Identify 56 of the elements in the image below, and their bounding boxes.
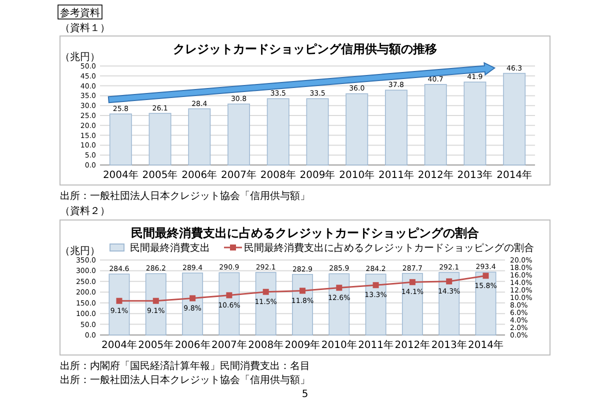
- point: [262, 288, 269, 295]
- x-tick-label: 2005年: [142, 169, 178, 181]
- text: （資料１）: [60, 22, 110, 34]
- legend-label: 民間最終消費支出に占めるクレジットカードショッピングの割合: [244, 242, 534, 254]
- point: [482, 272, 489, 279]
- point: [152, 298, 159, 304]
- text: 出所：内閣府「国民経済計算年報」民間消費支出：名目: [60, 360, 310, 372]
- bar: [266, 98, 290, 166]
- legend-label: 民間最終消費支出: [130, 242, 210, 254]
- x-tick-label: 2004年: [102, 339, 137, 351]
- point: [336, 284, 342, 291]
- x-tick-label: 2007年: [211, 339, 247, 351]
- x-tick-label: 2014年: [496, 169, 532, 181]
- chart-title: 民間最終消費支出に占めるクレジットカードショッピングの割合: [131, 226, 480, 240]
- x-tick-label: 2010年: [339, 169, 375, 181]
- x-tick-label: 2011年: [358, 339, 394, 351]
- point: [300, 288, 306, 294]
- bar: [424, 84, 447, 166]
- x-tick-label: 2006年: [182, 169, 218, 181]
- bar: [385, 90, 408, 166]
- x-tick-label: 2008年: [260, 169, 296, 181]
- x-tick-label: 2008年: [248, 339, 284, 351]
- x-tick-label: 2006年: [174, 339, 210, 351]
- x-tick-label: 2013年: [457, 169, 493, 181]
- bar: [464, 82, 486, 166]
- text: 出所：一般社団法人日本クレジット協会「信用供与額」: [60, 374, 310, 386]
- text: 5: [302, 389, 308, 400]
- bar: [503, 72, 526, 166]
- point: [446, 278, 452, 284]
- x-tick-label: 2007年: [221, 169, 256, 181]
- chart-title: クレジットカードショッピング信用供与額の推移: [173, 42, 437, 56]
- x-tick-label: 2014年: [468, 339, 504, 351]
- point: [372, 282, 379, 288]
- text: 出所：一般社団法人日本クレジット協会「信用供与額」: [60, 190, 310, 202]
- text: （資料２）: [60, 205, 110, 217]
- bar: [346, 93, 368, 166]
- x-tick-label: 2009年: [300, 169, 336, 181]
- bar: [109, 114, 132, 166]
- bar: [228, 104, 250, 166]
- x-tick-label: 2013年: [431, 339, 467, 351]
- point: [116, 298, 122, 304]
- x-tick-label: 2004年: [102, 169, 138, 181]
- y-axis-title: （兆円）: [60, 245, 100, 257]
- x-tick-label: 2005年: [138, 339, 174, 351]
- bar: [306, 98, 329, 166]
- x-tick-label: 2011年: [378, 169, 414, 181]
- x-tick-label: 2010年: [321, 339, 357, 351]
- point: [190, 295, 196, 302]
- x-tick-label: 2012年: [394, 339, 430, 351]
- x-tick-label: 2009年: [284, 339, 320, 351]
- bar: [188, 108, 211, 166]
- y-axis-title: （兆円）: [60, 51, 100, 63]
- x-tick-label: 2012年: [418, 169, 454, 181]
- point: [226, 292, 232, 298]
- bar: [148, 112, 172, 166]
- point: [409, 279, 416, 286]
